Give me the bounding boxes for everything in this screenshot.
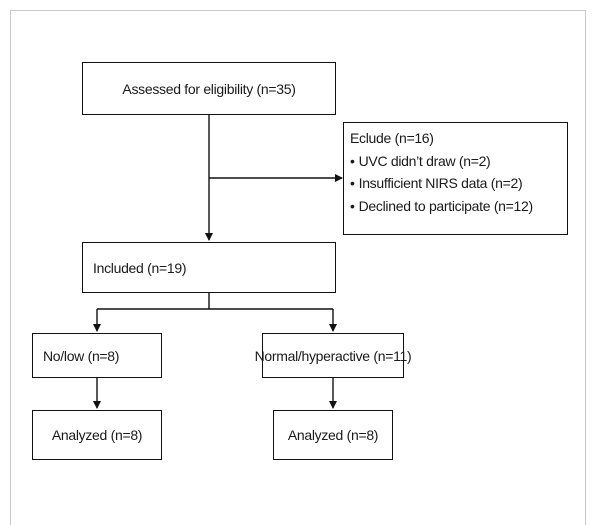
group-normal-box: Normal/hyperactive (n=11)	[255, 333, 412, 378]
exclusion-list: UVC didn’t draw (n=2) Insufficient NIRS …	[350, 150, 561, 218]
analyzed-no-low-box: Analyzed (n=8)	[32, 410, 162, 460]
included-box: Included (n=19)	[82, 242, 336, 293]
analyzed-no-low-label: Analyzed (n=8)	[51, 427, 143, 443]
exclusion-title: Eclude (n=16)	[350, 130, 434, 146]
included-label: Included (n=19)	[93, 259, 187, 276]
analyzed-normal-label: Analyzed (n=8)	[287, 427, 379, 443]
flow-connectors	[93, 115, 343, 409]
exclusion-item: Insufficient NIRS data (n=2)	[350, 172, 561, 195]
assessed-box: Assessed for eligibility (n=35)	[82, 62, 336, 115]
exclusion-item: Declined to participate (n=12)	[350, 195, 561, 218]
figure-frame	[10, 10, 586, 525]
group-no-low-box: No/low (n=8)	[32, 333, 162, 378]
exclusion-item: UVC didn’t draw (n=2)	[350, 150, 561, 173]
assessed-label: Assessed for eligibility (n=35)	[122, 80, 296, 97]
group-no-low-label: No/low (n=8)	[43, 347, 120, 364]
group-normal-label: Normal/hyperactive (n=11)	[254, 347, 412, 364]
analyzed-normal-box: Analyzed (n=8)	[273, 410, 393, 460]
exclusion-box: Eclude (n=16) UVC didn’t draw (n=2) Insu…	[343, 122, 568, 235]
